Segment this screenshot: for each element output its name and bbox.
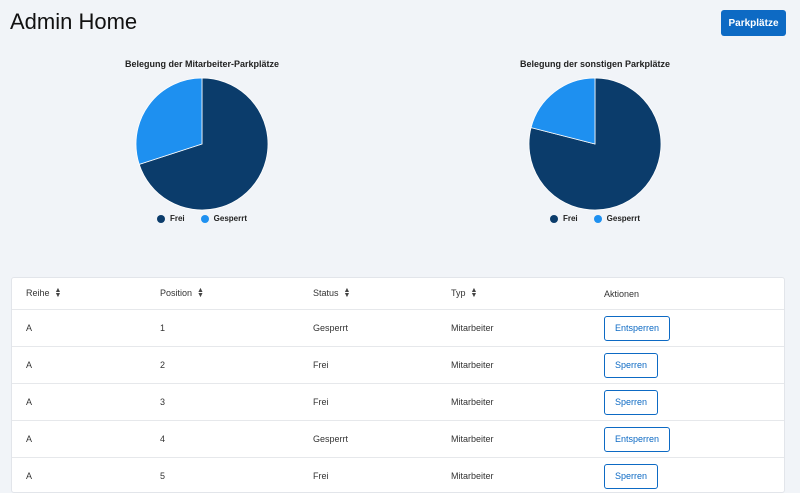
cell-position: 1 bbox=[146, 309, 299, 347]
legend-item-gesperrt[interactable]: Gesperrt bbox=[593, 214, 641, 223]
cell-status: Gesperrt bbox=[299, 309, 437, 347]
cell-aktionen: Sperren bbox=[590, 383, 784, 421]
table-row: A 3 Frei Mitarbeiter Sperren bbox=[12, 383, 784, 421]
legend-label: Frei bbox=[562, 214, 578, 223]
cell-reihe: A bbox=[12, 383, 146, 421]
cell-status: Frei bbox=[299, 457, 437, 492]
column-header-position[interactable]: Position ▲ ▼ bbox=[146, 278, 299, 310]
table-header-row: Reihe ▲ ▼ Position ▲ ▼ Status ▲ ▼ Typ ▲ ▼ Aktion… bbox=[12, 278, 784, 310]
column-label: Reihe bbox=[26, 287, 50, 298]
column-label: Status bbox=[313, 287, 339, 298]
legend-dot-gesperrt bbox=[593, 214, 602, 223]
chart-mitarbeiter: Belegung der Mitarbeiter-Parkplätze Frei… bbox=[67, 59, 337, 223]
pie-chart bbox=[135, 77, 269, 211]
sperren-button[interactable]: Sperren bbox=[604, 352, 659, 378]
legend-label: Gesperrt bbox=[213, 214, 248, 223]
chart-legend: Frei Gesperrt bbox=[67, 214, 337, 223]
legend-item-frei[interactable]: Frei bbox=[549, 214, 578, 223]
cell-typ: Mitarbeiter bbox=[437, 346, 590, 384]
cell-reihe: A bbox=[12, 457, 146, 492]
cell-aktionen: Sperren bbox=[590, 346, 784, 384]
chart-title: Belegung der Mitarbeiter-Parkplätze bbox=[124, 59, 280, 69]
table-row: A 5 Frei Mitarbeiter Sperren bbox=[12, 457, 784, 492]
cell-position: 5 bbox=[146, 457, 299, 492]
pie-chart bbox=[528, 77, 662, 211]
chart-sonstige: Belegung der sonstigen Parkplätze Frei G… bbox=[460, 59, 730, 223]
legend-item-gesperrt[interactable]: Gesperrt bbox=[200, 214, 248, 223]
table-row: A 4 Gesperrt Mitarbeiter Entsperren bbox=[12, 420, 784, 458]
pie-slice-gesperrt[interactable] bbox=[135, 77, 203, 165]
cell-typ: Mitarbeiter bbox=[437, 309, 590, 347]
cell-reihe: A bbox=[12, 309, 146, 347]
table-row: A 1 Gesperrt Mitarbeiter Entsperren bbox=[12, 309, 784, 347]
cell-reihe: A bbox=[12, 420, 146, 458]
legend-dot-frei bbox=[549, 214, 558, 223]
column-label: Position bbox=[160, 287, 193, 298]
column-header-typ[interactable]: Typ ▲ ▼ bbox=[437, 278, 590, 310]
column-header-aktionen: Aktionen bbox=[590, 278, 784, 310]
table-row: A 2 Frei Mitarbeiter Sperren bbox=[12, 346, 784, 384]
cell-status: Frei bbox=[299, 383, 437, 421]
pie-slice-frei[interactable] bbox=[138, 77, 269, 211]
legend-dot-frei bbox=[156, 214, 165, 223]
sperren-button[interactable]: Sperren bbox=[604, 389, 659, 415]
cell-position: 3 bbox=[146, 383, 299, 421]
legend-label: Frei bbox=[169, 214, 185, 223]
legend-dot-gesperrt bbox=[200, 214, 209, 223]
cell-typ: Mitarbeiter bbox=[437, 457, 590, 492]
column-label: Aktionen bbox=[604, 288, 640, 299]
chart-title: Belegung der sonstigen Parkplätze bbox=[519, 59, 671, 69]
column-label: Typ bbox=[451, 287, 466, 298]
cell-position: 2 bbox=[146, 346, 299, 384]
parkplaetze-button[interactable]: Parkplätze bbox=[721, 10, 786, 36]
chart-legend: Frei Gesperrt bbox=[460, 214, 730, 223]
entsperren-button[interactable]: Entsperren bbox=[604, 426, 671, 452]
sort-icon[interactable]: ▲ ▼ bbox=[470, 287, 478, 300]
column-header-status[interactable]: Status ▲ ▼ bbox=[299, 278, 437, 310]
cell-typ: Mitarbeiter bbox=[437, 420, 590, 458]
cell-status: Gesperrt bbox=[299, 420, 437, 458]
page-title: Admin Home bbox=[10, 9, 138, 34]
parking-table-card: Reihe ▲ ▼ Position ▲ ▼ Status ▲ ▼ Typ ▲ ▼ Aktion… bbox=[11, 277, 785, 493]
cell-reihe: A bbox=[12, 346, 146, 384]
column-header-reihe[interactable]: Reihe ▲ ▼ bbox=[12, 278, 146, 310]
cell-aktionen: Entsperren bbox=[590, 309, 784, 347]
legend-item-frei[interactable]: Frei bbox=[156, 214, 185, 223]
pie-slice-gesperrt[interactable] bbox=[530, 77, 596, 145]
cell-aktionen: Sperren bbox=[590, 457, 784, 492]
sort-icon[interactable]: ▲ ▼ bbox=[54, 287, 62, 300]
sort-icon[interactable]: ▲ ▼ bbox=[197, 287, 204, 300]
legend-label: Gesperrt bbox=[606, 214, 641, 223]
cell-status: Frei bbox=[299, 346, 437, 384]
sperren-button[interactable]: Sperren bbox=[604, 463, 659, 489]
entsperren-button[interactable]: Entsperren bbox=[604, 315, 671, 341]
cell-aktionen: Entsperren bbox=[590, 420, 784, 458]
cell-position: 4 bbox=[146, 420, 299, 458]
parking-table: Reihe ▲ ▼ Position ▲ ▼ Status ▲ ▼ Typ ▲ ▼ Aktion… bbox=[12, 278, 784, 492]
sort-icon[interactable]: ▲ ▼ bbox=[343, 287, 351, 300]
cell-typ: Mitarbeiter bbox=[437, 383, 590, 421]
